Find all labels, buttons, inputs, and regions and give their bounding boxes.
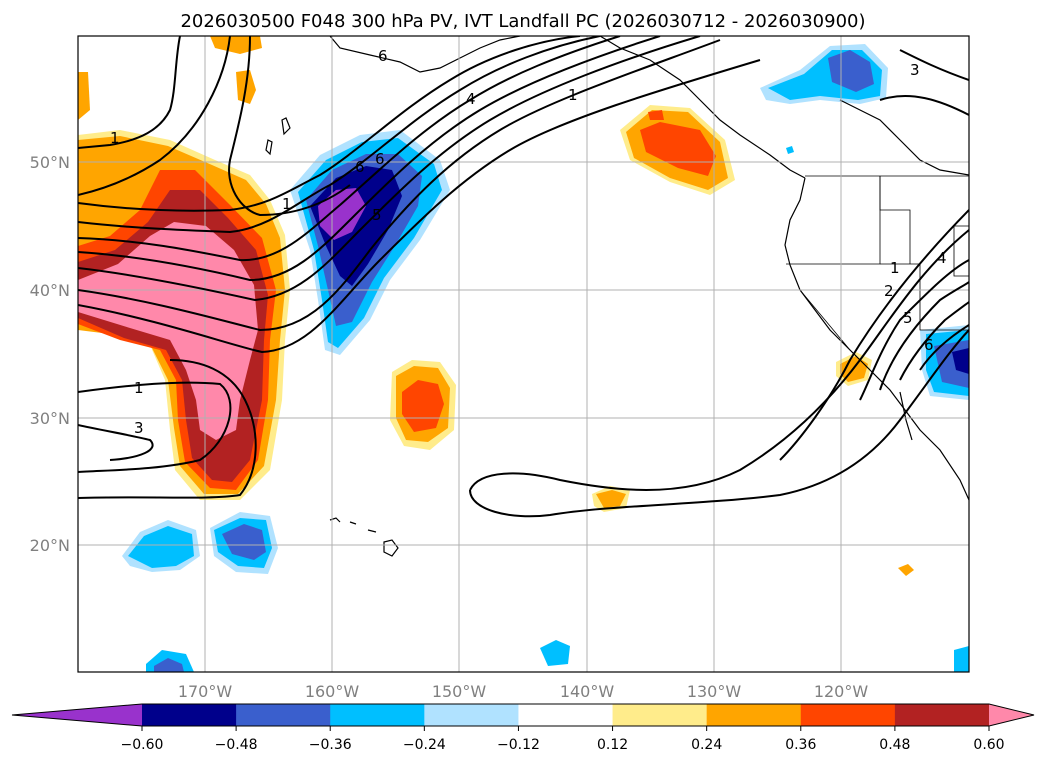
contour-label: 1 (890, 259, 900, 277)
colorbar-tick-label: 0.24 (691, 737, 722, 753)
contour-label: 4 (937, 249, 947, 267)
lon-label: 130°W (687, 682, 742, 701)
contour-label: 6 (355, 158, 365, 176)
pv-fill-positive-alaska (620, 105, 735, 195)
colorbar-segment (706, 704, 802, 726)
contour-label: 3 (134, 419, 144, 437)
lon-label: 120°W (814, 682, 869, 701)
contour-label: 6 (378, 47, 388, 65)
lon-label: 150°W (432, 682, 487, 701)
colorbar-tick-label: −0.24 (403, 737, 446, 753)
colorbar-segment (236, 704, 331, 726)
colorbar-segment (142, 704, 237, 726)
colorbar-ticks: −0.60 −0.48 −0.36 −0.24 −0.12 0.12 0.24 0.36 0.4… (121, 726, 1005, 753)
map-area (78, 36, 969, 672)
contour-label: 2 (884, 282, 894, 300)
pv-fill-positive-west (78, 36, 290, 500)
colorbar-tick-label: 0.60 (973, 737, 1004, 753)
lat-label: 40°N (30, 281, 70, 300)
contour-label: 1 (110, 129, 120, 147)
latitude-labels: 50°N 40°N 30°N 20°N (30, 153, 70, 555)
lat-label: 20°N (30, 536, 70, 555)
lat-label: 50°N (30, 153, 70, 172)
colorbar-tick-label: −0.36 (309, 737, 352, 753)
longitude-labels: 170°W 160°W 150°W 140°W 130°W 120°W (178, 682, 869, 701)
political-borders (786, 175, 969, 371)
contour-label: 6 (924, 336, 934, 354)
map-title: 2026030500 F048 300 hPa PV, IVT Landfall… (180, 11, 865, 32)
colorbar-tick-label: −0.60 (121, 737, 164, 753)
colorbar-segment (330, 704, 425, 726)
colorbar-tick-label: 0.48 (879, 737, 910, 753)
lon-label: 140°W (560, 682, 615, 701)
colorbar-tick-label: 0.12 (597, 737, 628, 753)
contour-label: 1 (282, 195, 292, 213)
ivt-contours (78, 36, 969, 518)
lat-label: 30°N (30, 409, 70, 428)
colorbar-extend-min (12, 704, 142, 726)
contour-label: 5 (372, 206, 382, 224)
contour-labels: 6 4 1 1 6 1 6 5 3 1 3 1 2 4 5 6 (110, 47, 947, 437)
pv-fill-positive-midpacific (390, 352, 914, 576)
colorbar (11, 703, 1035, 727)
colorbar-segment (612, 704, 708, 726)
contour-label: 1 (134, 379, 144, 397)
colorbar-segment (424, 704, 519, 726)
lon-label: 170°W (178, 682, 233, 701)
contour-label: 6 (375, 150, 385, 168)
graticule (78, 36, 969, 672)
contour-label: 5 (903, 309, 913, 327)
colorbar-tick-label: −0.48 (215, 737, 258, 753)
colorbar-segment (518, 704, 614, 726)
pv-fill-negative-small (122, 44, 969, 672)
contour-label: 1 (568, 86, 578, 104)
colorbar-segment (800, 704, 896, 726)
contour-label: 4 (466, 90, 476, 108)
lon-label: 160°W (305, 682, 360, 701)
colorbar-tick-label: −0.12 (497, 737, 540, 753)
map-frame (77, 35, 970, 673)
colorbar-extend-max (989, 704, 1034, 726)
contour-label: 3 (910, 61, 920, 79)
colorbar-segment (894, 704, 990, 726)
colorbar-tick-label: 0.36 (785, 737, 816, 753)
